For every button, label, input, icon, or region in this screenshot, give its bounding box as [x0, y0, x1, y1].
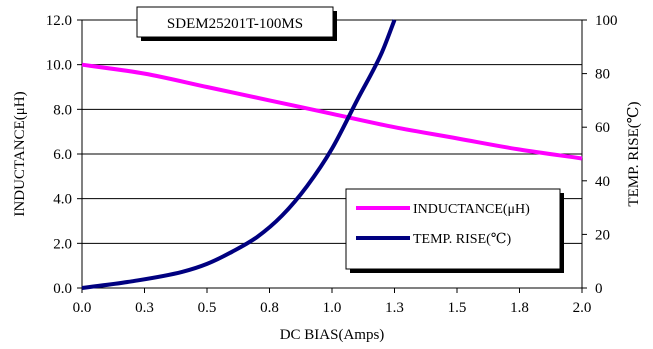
chart-title: SDEM25201T-100MS [167, 16, 303, 32]
x-tick-label: 1.0 [323, 300, 342, 316]
x-axis-title: DC BIAS(Amps) [280, 327, 385, 343]
x-tick-label: 0.3 [135, 300, 154, 316]
series-lines [81, 19, 583, 290]
y-tick-label: 12.0 [46, 13, 72, 29]
x-tick-label: 0.5 [198, 300, 217, 316]
x-tick-label: 1.3 [385, 300, 404, 316]
x-tick-label: 1.8 [510, 300, 529, 316]
y2-tick-label: 60 [595, 120, 610, 136]
y-tick-label: 8.0 [53, 102, 72, 118]
y2-tick-label: 80 [595, 67, 610, 83]
y2-axis-title: TEMP. RISE(℃) [626, 101, 642, 206]
tick-marks [77, 19, 587, 293]
series-line-temp-rise [81, 19, 397, 290]
series-line-inductance [81, 62, 583, 161]
x-tick-label: 0.0 [73, 300, 92, 316]
y2-tick-label: 20 [595, 227, 610, 243]
legend-frame [345, 188, 561, 270]
y2-tick-label: 100 [595, 13, 618, 29]
chart-title-box: SDEM25201T-100MS [136, 6, 337, 41]
legend-label-inductance: INDUCTANCE(μH) [413, 202, 530, 217]
y-tick-label: 2.0 [53, 236, 72, 252]
title-box-frame [136, 6, 334, 38]
y-axis-title: INDUCTANCE(μH) [12, 91, 28, 216]
x-tick-label: 2.0 [573, 300, 592, 316]
y-tick-label: 10.0 [46, 58, 72, 74]
y2-tick-label: 40 [595, 174, 610, 190]
legend-label-temp-rise: TEMP. RISE(℃) [413, 232, 511, 247]
x-tick-label: 1.5 [448, 300, 467, 316]
tick-labels: 0.0 2.0 4.0 6.0 8.0 10.0 12.0 0 20 40 60 80 100 0.0 0.… [46, 13, 618, 316]
y2-tick-label: 0 [595, 281, 603, 297]
x-tick-label: 0.8 [260, 300, 279, 316]
legend: INDUCTANCE(μH) TEMP. RISE(℃) [345, 188, 564, 273]
y-tick-label: 6.0 [53, 147, 72, 163]
y-tick-label: 4.0 [53, 192, 72, 208]
y-tick-label: 0.0 [53, 281, 72, 297]
